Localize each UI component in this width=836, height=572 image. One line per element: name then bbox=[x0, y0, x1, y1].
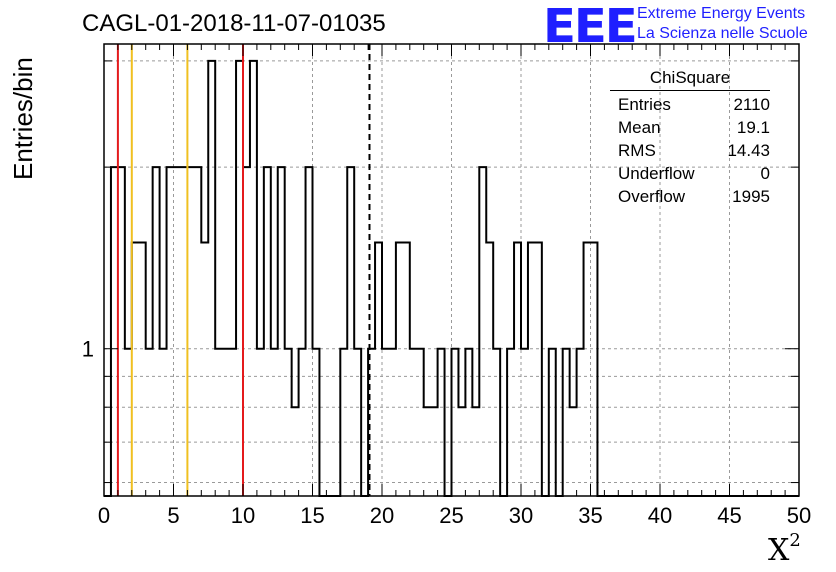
histogram-bin bbox=[299, 349, 306, 496]
histogram-bin bbox=[389, 349, 396, 496]
histogram-bin bbox=[507, 349, 514, 496]
histogram-bin bbox=[528, 243, 535, 496]
histogram-bin bbox=[563, 349, 570, 496]
x-tick-label: 25 bbox=[439, 503, 463, 528]
chart-title: CAGL-01-2018-11-07-01035 bbox=[82, 10, 386, 37]
stats-row-underflow: Underflow 0 bbox=[610, 162, 770, 185]
eee-logo: EEE bbox=[543, 3, 638, 49]
stats-row-overflow: Overflow 1995 bbox=[610, 185, 770, 208]
histogram-bin bbox=[243, 167, 250, 496]
histogram-bin bbox=[410, 349, 417, 496]
stats-row-entries: Entries 2110 bbox=[610, 93, 770, 116]
x-tick-label: 0 bbox=[98, 503, 110, 528]
y-axis-label-wrap: Entries/bin bbox=[8, 40, 48, 180]
stats-value: 14.43 bbox=[727, 141, 770, 160]
histogram-bin bbox=[201, 243, 208, 496]
histogram-bin bbox=[118, 167, 125, 496]
stats-value: 19.1 bbox=[736, 118, 770, 137]
histogram-bin bbox=[285, 349, 292, 496]
stats-label: Underflow bbox=[618, 164, 695, 183]
histogram-bin bbox=[340, 349, 347, 496]
histogram-bin bbox=[180, 167, 187, 496]
histogram-bin bbox=[306, 167, 313, 496]
histogram-bin bbox=[514, 243, 521, 496]
y-axis-label: Entries/bin bbox=[8, 57, 38, 180]
histogram-bin bbox=[271, 349, 278, 496]
histogram-bin bbox=[174, 167, 181, 496]
stats-row-rms: RMS 14.43 bbox=[610, 139, 770, 162]
histogram-bin bbox=[347, 167, 354, 496]
x-axis-label: X2 bbox=[768, 530, 801, 568]
stats-box: ChiSquare Entries 2110 Mean 19.1 RMS 14.… bbox=[610, 68, 770, 208]
histogram-bin bbox=[493, 349, 500, 496]
x-tick-label: 45 bbox=[717, 503, 741, 528]
x-tick-label: 5 bbox=[167, 503, 179, 528]
histogram-bin bbox=[257, 349, 264, 496]
x-tick-label: 50 bbox=[787, 503, 811, 528]
histogram-bin bbox=[465, 349, 472, 496]
histogram-bin bbox=[222, 349, 229, 496]
stats-value: 1995 bbox=[732, 187, 770, 206]
histogram-bin bbox=[368, 349, 375, 496]
histogram-bin bbox=[549, 349, 556, 496]
histogram-bin bbox=[584, 243, 591, 496]
histogram-bin bbox=[229, 349, 236, 496]
histogram-bin bbox=[250, 61, 257, 496]
histogram-bin bbox=[417, 349, 424, 496]
histogram-bin bbox=[153, 167, 160, 496]
logo-mark: EEE bbox=[543, 0, 638, 53]
histogram-bin bbox=[187, 167, 194, 496]
histogram-bin bbox=[577, 349, 584, 496]
stats-label: RMS bbox=[618, 141, 656, 160]
histogram-bin bbox=[139, 243, 146, 496]
x-tick-label: 20 bbox=[370, 503, 394, 528]
histogram-bin bbox=[591, 243, 598, 496]
histogram-bin bbox=[215, 349, 222, 496]
histogram-bin bbox=[132, 243, 139, 496]
stats-label: Entries bbox=[618, 95, 671, 114]
histogram-bin bbox=[354, 349, 361, 496]
x-tick-label: 15 bbox=[300, 503, 324, 528]
histogram-bin bbox=[479, 167, 486, 496]
histogram-bin bbox=[125, 349, 132, 496]
stats-title: ChiSquare bbox=[610, 68, 770, 91]
logo-line-1: Extreme Energy Events bbox=[637, 5, 806, 22]
histogram-bin bbox=[535, 243, 542, 496]
y-tick-label: 1 bbox=[82, 337, 94, 362]
stats-label: Mean bbox=[618, 118, 661, 137]
logo-line-2: La Scienza nelle Scuole bbox=[637, 25, 808, 42]
histogram-bin bbox=[375, 243, 382, 496]
histogram-bin bbox=[313, 349, 320, 496]
histogram-bin bbox=[146, 349, 153, 496]
stats-label: Overflow bbox=[618, 187, 686, 206]
x-tick-label: 35 bbox=[578, 503, 602, 528]
x-tick-label: 10 bbox=[231, 503, 255, 528]
stats-value: 2110 bbox=[733, 95, 770, 114]
histogram-bin bbox=[278, 167, 285, 496]
x-tick-label: 30 bbox=[509, 503, 533, 528]
histogram-bin bbox=[403, 243, 410, 496]
stats-row-mean: Mean 19.1 bbox=[610, 116, 770, 139]
stats-value: 0 bbox=[760, 164, 770, 183]
histogram-bin bbox=[167, 167, 174, 496]
histogram-bin bbox=[521, 349, 528, 496]
histogram-bin bbox=[396, 243, 403, 496]
histogram-bin bbox=[208, 61, 215, 496]
histogram-bin bbox=[160, 349, 167, 496]
histogram-bin bbox=[194, 167, 201, 496]
histogram-bin bbox=[264, 167, 271, 496]
x-tick-label: 40 bbox=[648, 503, 672, 528]
histogram-bin bbox=[438, 349, 445, 496]
histogram-bin bbox=[111, 167, 118, 496]
histogram-bin bbox=[382, 349, 389, 496]
histogram-bin bbox=[486, 243, 493, 496]
histogram-bin bbox=[452, 349, 459, 496]
histogram-bin bbox=[236, 61, 243, 496]
